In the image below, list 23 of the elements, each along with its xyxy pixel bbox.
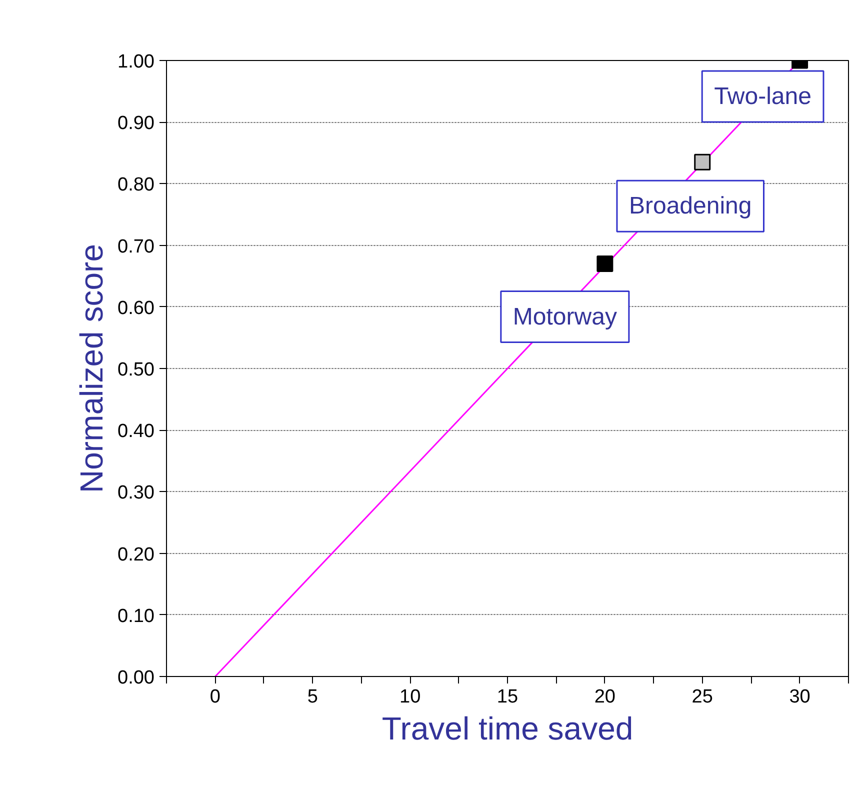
y-tick-label: 0.90 [118,113,155,134]
x-tick-label: 15 [496,686,518,708]
y-axis-title: Normalized score [74,244,110,493]
x-tick-label: 25 [692,686,713,708]
annotation: Motorway [512,303,617,330]
y-tick-label: 0.40 [118,421,155,442]
annotation: Broadening [628,192,752,220]
annotation: Two-lane [714,83,812,110]
y-tick-label: 0.50 [118,360,155,380]
y-tick-label: 0.60 [118,298,155,319]
x-tick-label: 0 [210,686,221,708]
y-tick-label: 0.00 [118,668,155,688]
x-axis-title: Travel time saved [382,710,634,746]
y-tick-label: 0.70 [118,236,155,258]
x-tick-label: 20 [594,686,616,708]
y-tick-label: 1.00 [118,52,155,72]
y-tick-label: 0.10 [118,606,155,627]
x-tick-label: 5 [307,686,318,708]
x-tick-label: 30 [789,686,810,708]
x-tick-label: 10 [400,686,421,708]
y-tick-label: 0.80 [118,174,155,196]
y-tick-label: 0.20 [118,544,155,566]
y-tick-label: 0.30 [118,482,155,504]
